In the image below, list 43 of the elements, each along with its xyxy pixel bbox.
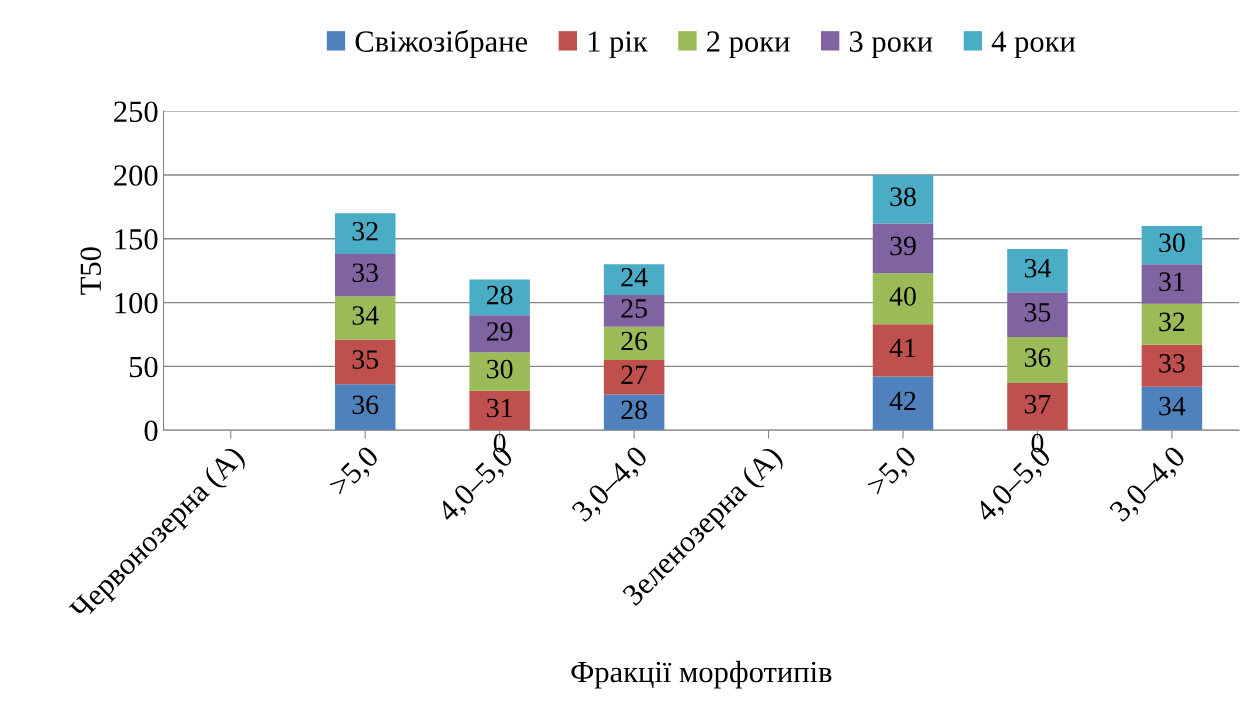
- data-label: 40: [889, 286, 916, 306]
- x-axis-title: Фракції морфотипів: [571, 660, 832, 689]
- data-label: 37: [1024, 394, 1051, 414]
- legend-label: 3 роки: [849, 31, 933, 59]
- y-tick-label: 50: [129, 356, 158, 378]
- data-label: 39: [890, 236, 916, 256]
- legend-label: 4 роки: [991, 31, 1076, 59]
- data-label: 26: [621, 331, 648, 351]
- data-label: 38: [890, 187, 916, 207]
- data-label: 33: [1159, 354, 1185, 373]
- data-label: 30: [1159, 233, 1185, 253]
- data-label: 30: [487, 359, 513, 379]
- data-label: 36: [1024, 348, 1051, 367]
- x-tick-label: >5,0: [865, 444, 921, 500]
- y-tick-label: 200: [114, 165, 158, 186]
- data-label: 31: [1159, 272, 1185, 292]
- data-label: 27: [621, 365, 648, 384]
- data-label: 28: [621, 400, 647, 420]
- x-tick-label: >5,0: [327, 444, 383, 500]
- data-label: 35: [1024, 302, 1051, 322]
- data-label: 34: [1159, 396, 1186, 416]
- data-label: 32: [1159, 312, 1185, 332]
- legend-label: 1 рік: [588, 31, 648, 59]
- data-label: 25: [621, 299, 647, 318]
- y-axis-title: T50: [80, 247, 102, 295]
- data-label: 32: [352, 221, 378, 241]
- data-label: 41: [889, 338, 916, 358]
- y-tick-label: 250: [114, 101, 158, 123]
- legend-label: Свіжозібране: [355, 29, 528, 59]
- data-label: 33: [352, 263, 379, 283]
- data-label: 31: [487, 398, 512, 418]
- y-tick-label: 100: [115, 292, 158, 314]
- data-label: 28: [486, 285, 513, 305]
- data-label: 24: [621, 267, 648, 287]
- data-label: 42: [889, 391, 916, 411]
- y-tick-label: 0: [144, 420, 158, 442]
- data-label: 34: [1024, 258, 1051, 278]
- data-label: 29: [486, 322, 513, 341]
- y-tick-label: 150: [115, 229, 158, 250]
- data-label: 35: [352, 350, 379, 369]
- data-label: 36: [352, 395, 379, 415]
- legend-label: 2 роки: [707, 31, 790, 59]
- data-label: 34: [352, 306, 379, 325]
